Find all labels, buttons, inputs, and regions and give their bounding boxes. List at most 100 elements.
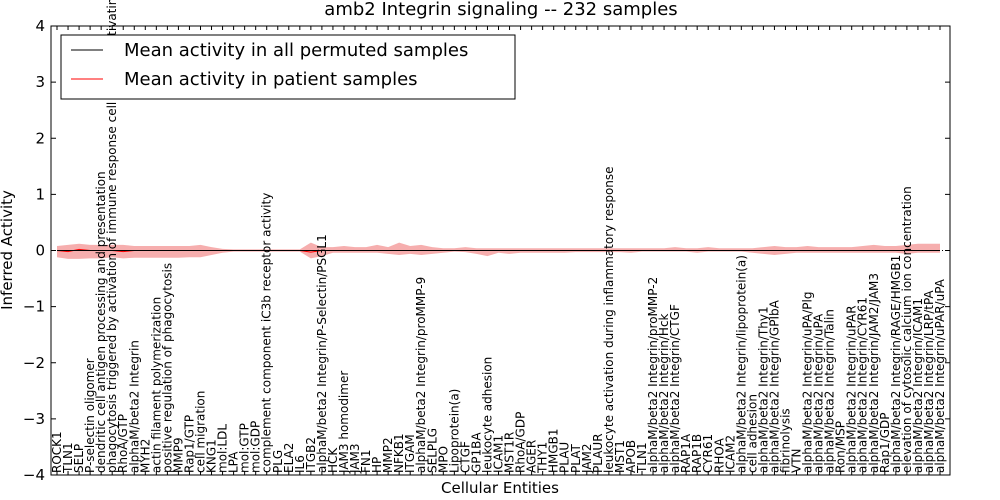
x-tick-label: MMP2 <box>381 437 395 473</box>
chart-title: amb2 Integrin signaling -- 232 samples <box>324 0 677 20</box>
x-tick-label: SELPLG <box>425 428 439 473</box>
x-tick-label: alphaM/beta2 Integrin/lipoprotein(a) <box>734 255 748 473</box>
x-tick-label: elevation of cytosolic calcium ion conce… <box>900 186 914 473</box>
x-tick-label: IL6 <box>293 455 307 473</box>
x-tick-label: AGER <box>525 440 539 473</box>
y-tick-label: −2 <box>23 354 45 372</box>
x-tick-label: P-selectin oligomer <box>83 358 97 473</box>
x-tick-label: mol:GDP <box>249 421 263 473</box>
y-tick-label: 0 <box>35 242 45 260</box>
x-tick-label: mol:LDL <box>216 424 230 473</box>
x-tick-label: HCK <box>326 447 340 473</box>
x-tick-label: PLAU <box>558 442 572 473</box>
y-tick-label: −4 <box>23 466 45 484</box>
x-tick-label: alphaM/beta2 Integrin/GPIbA <box>767 299 781 473</box>
x-tick-label: actin filament polymerization <box>149 297 163 473</box>
x-axis-label: Cellular Entities <box>441 479 559 497</box>
x-tick-label: cell migration <box>193 391 207 473</box>
x-tick-label: MST1R <box>503 432 517 473</box>
x-tick-label: alphaM/beta2 Integrin/P-Selectin/PSGL1 <box>315 234 329 473</box>
x-tick-label: leukocyte adhesion <box>480 357 494 473</box>
x-tick-label: ICAM1 <box>492 435 506 473</box>
x-tick-label: RhoA/GDP <box>514 412 528 473</box>
x-tick-label: CYR61 <box>701 434 715 473</box>
x-tick-label: alphaM/beta2 Integrin/JAM2/JAM3 <box>867 273 881 473</box>
x-tick-label: alphaM/beta2 Integrin/RAGE/HMGB1 <box>889 255 903 473</box>
x-tick-label: alphaM/beta2 Integrin/LRP/tPA <box>922 290 936 473</box>
x-tick-label: ITGAM <box>403 434 417 473</box>
x-tick-label: Ron/MSP <box>834 421 848 473</box>
x-tick-label: KNG1 <box>205 439 219 473</box>
x-tick-label: ICAM2 <box>723 435 737 473</box>
x-tick-label: fibrinolysis <box>778 408 792 473</box>
x-tick-label: alphaM/beta2 Integrin/proMMP-9 <box>414 277 428 473</box>
x-tick-label: MPO <box>436 446 450 473</box>
x-tick-label: THY1 <box>536 442 550 474</box>
x-tick-label: APOB <box>624 440 638 473</box>
x-tick-label: RhoA/GTP <box>116 414 130 473</box>
y-axis: −4 −3 −2 −1 0 1 2 3 4 <box>23 17 950 484</box>
x-tick-label: leukocyte activation during inflammatory… <box>602 166 616 473</box>
legend-label-patient: Mean activity in patient samples <box>124 69 418 90</box>
x-tick-label: alphaM/beta2 Integrin/proMMP-2 <box>646 277 660 473</box>
x-tick-label: dendritic cell antigen processing and pr… <box>94 171 108 473</box>
legend-label-permuted: Mean activity in all permuted samples <box>124 40 468 61</box>
x-tick-label: JAM3 homodimer <box>337 371 351 474</box>
x-tick-label: cell adhesion <box>745 394 759 473</box>
x-tick-label: Lipoprotein(a) <box>447 389 461 473</box>
x-tick-label: HMGB1 <box>547 428 561 473</box>
x-tick-label: alphaM/beta2 Integrin/Hck <box>657 313 671 473</box>
x-tick-label: JAM3 <box>348 443 362 474</box>
x-tick-label: SELP <box>72 444 86 473</box>
x-tick-label: HP <box>370 457 384 473</box>
x-tick-label: ELA2 <box>282 443 296 473</box>
x-tick-label: alphaM/beta2 Integrin/uPAR <box>845 305 859 473</box>
plot-area <box>51 242 950 259</box>
y-tick-label: 1 <box>35 185 45 203</box>
x-tick-label: RAP1B <box>690 434 704 473</box>
y-tick-label: −3 <box>23 410 45 428</box>
x-tick-label: mol:GTP <box>238 423 252 473</box>
x-tick-label: PLAT <box>569 444 583 473</box>
x-tick-label: JAM2 <box>580 443 594 474</box>
x-tick-label: ITGB2 <box>304 437 318 473</box>
x-tick-label: alphaM/beta2 Integrin/Thy1 <box>756 306 770 473</box>
x-tick-label: alphaM/beta2 Integrin/uPA <box>812 313 826 473</box>
x-tick-label: PLG <box>271 450 285 473</box>
x-tick-label: RHOA <box>712 437 726 473</box>
x-tick-label: alphaM/beta2 Integrin/CYR61 <box>856 297 870 473</box>
x-tick-label: complement component iC3b receptor activ… <box>260 193 274 473</box>
y-tick-label: 3 <box>35 73 45 91</box>
y-tick-label: 4 <box>35 17 45 35</box>
x-tick-label: NFKB1 <box>392 433 406 473</box>
x-tick-label: alphaM/beta2 Integrin/uPA/Plg <box>801 292 815 473</box>
y-axis-label: Inferred Activity <box>0 190 16 310</box>
x-tick-label: MMP9 <box>171 437 185 473</box>
x-tick-label: TLN1 <box>635 442 649 474</box>
x-tick-label: ROCK1 <box>50 431 64 473</box>
x-tick-label: RAP1A <box>679 433 693 473</box>
x-tick-label: alphaM/beta2 Integrin/ICAM1 <box>911 298 925 473</box>
x-tick-label: GP1BA <box>469 432 483 473</box>
x-tick-label: CTGF <box>458 441 472 473</box>
x-tick-label: MST1 <box>613 440 627 473</box>
legend-box <box>60 34 516 100</box>
x-tick-label: alphaM/beta2 Integrin <box>127 340 141 473</box>
y-tick-label: 2 <box>35 129 45 147</box>
x-tick-label: VTN <box>790 448 804 473</box>
x-tick-label: positive regulation of phagocytosis <box>160 263 174 473</box>
x-tick-label: alphaM/beta2 Integrin/Talin <box>823 309 837 473</box>
x-tick-label: Rap1/GDP <box>878 413 892 474</box>
x-tick-label: PLAUR <box>591 433 605 473</box>
x-tick-label: Rap1/GTP <box>182 415 196 473</box>
x-tick-label: MYH2 <box>138 439 152 473</box>
x-tick-label: phagocytosis triggered by activation of … <box>105 0 119 473</box>
x-tick-label: LPA <box>227 451 241 473</box>
legend: Mean activity in all permuted samples Me… <box>60 34 516 100</box>
y-tick-label: −1 <box>23 298 45 316</box>
x-tick-label: alphaM/beta2 Integrin/CTGF <box>668 304 682 473</box>
x-tick-label: FN1 <box>359 449 373 473</box>
x-tick-label: alphaM/beta2 Integrin/uPAR/uPA <box>933 278 947 473</box>
